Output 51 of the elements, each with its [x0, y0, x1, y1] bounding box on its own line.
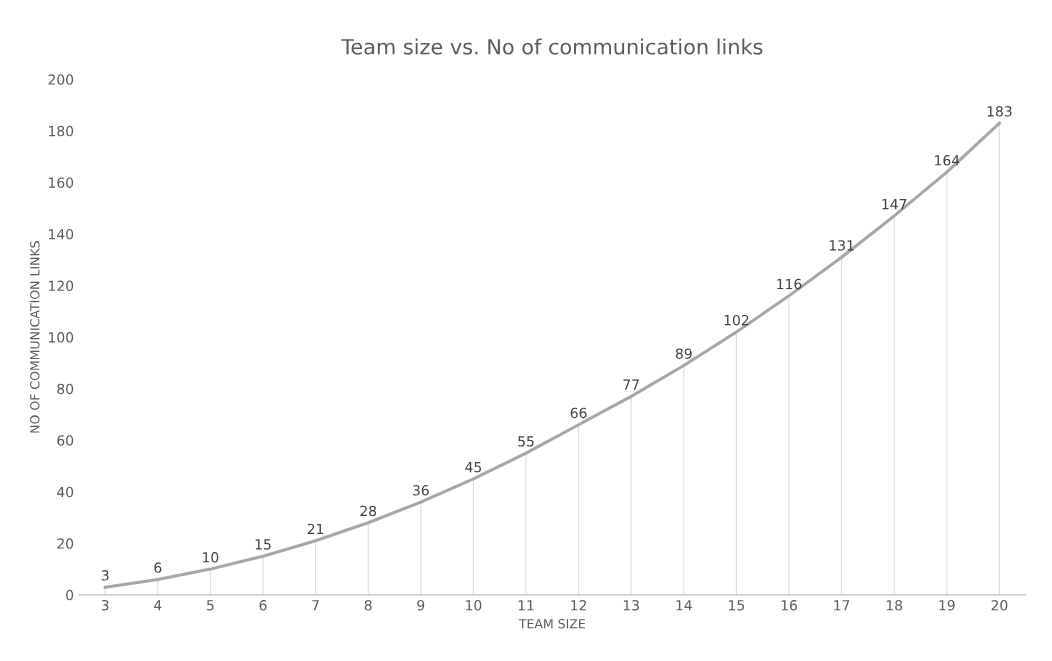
x-tick-label: 14 — [676, 600, 692, 611]
y-axis-title: NO OF COMMUNICATION LINKS — [30, 241, 40, 433]
chart-title: Team size vs. No of communication links — [341, 38, 763, 55]
x-tick-label: 20 — [991, 600, 1008, 611]
data-label: 116 — [777, 278, 802, 290]
y-tick-label: 160 — [49, 177, 74, 188]
y-tick-label: 180 — [49, 125, 74, 137]
x-axis-title: TEAM SIZE — [518, 618, 585, 629]
data-label: 55 — [518, 436, 534, 447]
x-tick-label: 13 — [623, 600, 639, 611]
y-tick-label: 100 — [49, 332, 74, 343]
x-tick-label: 4 — [154, 600, 162, 611]
data-label: 164 — [935, 155, 960, 166]
data-label: 36 — [413, 485, 429, 496]
y-tick-label: 120 — [49, 280, 74, 292]
y-tick-label: 40 — [57, 486, 74, 498]
data-label: 3 — [101, 570, 109, 581]
x-tick-label: 19 — [939, 600, 955, 611]
y-tick-label: 60 — [57, 435, 74, 446]
x-tick-label: 9 — [417, 600, 425, 611]
data-label: 66 — [570, 407, 587, 419]
y-tick-label: 0 — [66, 589, 74, 601]
x-tick-label: 10 — [466, 600, 482, 611]
data-label: 183 — [987, 106, 1012, 117]
x-tick-label: 5 — [207, 600, 214, 611]
x-tick-label: 3 — [101, 600, 109, 611]
x-tick-label: 12 — [571, 600, 587, 611]
data-label: 10 — [203, 552, 219, 563]
data-label: 21 — [307, 523, 324, 535]
data-label: 102 — [724, 314, 749, 326]
data-label: 6 — [154, 562, 162, 573]
data-label: 147 — [882, 199, 907, 210]
x-tick-label: 11 — [518, 600, 534, 611]
x-tick-label: 16 — [781, 600, 797, 611]
data-label: 28 — [360, 505, 377, 517]
y-tick-label: 140 — [49, 228, 74, 240]
y-tick-label: 200 — [48, 74, 74, 85]
x-tick-label: 8 — [364, 600, 372, 611]
data-label: 89 — [675, 348, 692, 359]
x-tick-label: 15 — [729, 600, 745, 611]
x-tick-label: 18 — [886, 600, 903, 611]
x-tick-label: 17 — [834, 600, 850, 611]
data-label: 45 — [465, 462, 482, 473]
data-label: 131 — [829, 240, 854, 251]
data-label: 15 — [255, 539, 271, 550]
y-tick-label: 20 — [57, 538, 74, 549]
line-series — [103, 121, 1001, 589]
x-tick-label: 6 — [259, 600, 267, 611]
data-label: 77 — [623, 379, 639, 390]
y-tick-label: 80 — [57, 383, 74, 395]
x-tick-label: 7 — [312, 600, 319, 611]
